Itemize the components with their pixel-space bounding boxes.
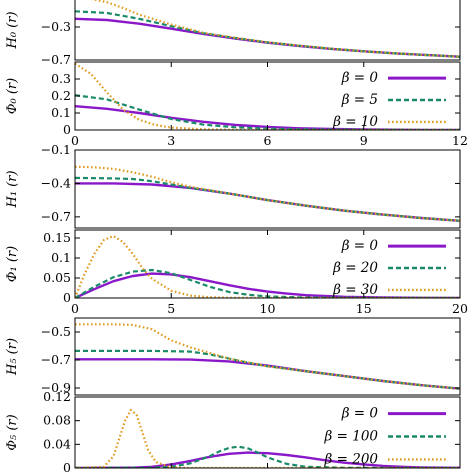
panel-frame-2 <box>74 149 461 229</box>
x-tick-label-3-4: 20 <box>452 301 468 316</box>
series-line-4-2 <box>75 323 460 390</box>
y-tick-label-5-0: 0 <box>63 460 71 474</box>
series-line-0-0 <box>75 17 460 58</box>
series-line-2-0 <box>75 182 460 222</box>
x-tick-label-1-2: 6 <box>264 133 272 148</box>
y-tick-label-2-2: −0.7 <box>41 209 71 224</box>
y-axis-label-3: Φ₁ (r) <box>5 246 20 282</box>
legend-label-1-2: β = 10 <box>332 114 378 130</box>
legend-label-5-0: β = 0 <box>341 406 379 422</box>
legend-label-1-0: β = 0 <box>341 70 379 86</box>
y-tick-label-5-1: 0.04 <box>43 436 71 451</box>
panel-frame-5 <box>74 396 461 469</box>
series-line-1-2 <box>75 62 460 130</box>
x-tick-label-1-4: 12 <box>452 133 468 148</box>
series-line-2-2 <box>75 165 460 222</box>
x-tick-label-1-3: 9 <box>360 133 368 148</box>
y-tick-label-3-2: 0.1 <box>51 250 71 265</box>
y-tick-label-0-1: −0.7 <box>41 52 71 67</box>
legend-label-5-2: β = 200 <box>324 451 379 467</box>
y-tick-label-3-3: 0.15 <box>43 230 71 245</box>
y-axis-label-4: H₅ (r) <box>5 338 20 376</box>
legend-1: β = 0 β = 5 β = 10 <box>332 70 446 130</box>
panel-frame-0 <box>74 0 461 61</box>
x-tick-label-1-1: 3 <box>167 133 175 148</box>
y-tick-label-3-0: 0 <box>63 290 71 305</box>
y-tick-label-0-0: −0.3 <box>41 19 71 34</box>
y-tick-label-1-3: 0.3 <box>51 71 71 86</box>
series-line-5-2 <box>75 408 460 468</box>
legend-label-5-1: β = 100 <box>324 429 379 445</box>
y-tick-label-3-1: 0.05 <box>43 270 71 285</box>
legend-3: β = 0 β = 20 β = 30 <box>332 238 446 298</box>
x-tick-label-3-3: 15 <box>356 301 372 316</box>
legend-5: β = 0 β = 100 β = 200 <box>324 406 446 467</box>
panel-frame-3 <box>74 229 461 299</box>
y-tick-label-1-0: 0 <box>63 122 71 137</box>
y-tick-label-5-2: 0.08 <box>43 413 71 428</box>
x-tick-label-3-0: 0 <box>71 301 79 316</box>
panel-0: −0.3 −0.7 H₀ (r) <box>5 0 461 67</box>
series-line-5-0 <box>75 451 460 468</box>
y-tick-label-5-3: 0.12 <box>43 389 71 404</box>
legend-label-1-1: β = 5 <box>341 92 378 108</box>
y-tick-label-4-2: −0.9 <box>41 380 71 395</box>
legend-label-3-1: β = 20 <box>332 260 378 276</box>
y-tick-label-2-1: −0.4 <box>41 175 71 190</box>
series-line-0-2 <box>90 0 460 58</box>
x-tick-label-3-1: 5 <box>167 301 175 316</box>
y-axis-label-2: H₁ (r) <box>5 170 20 208</box>
y-axis-label-0: H₀ (r) <box>5 11 20 49</box>
panel-2: −0.1 −0.4 −0.7 H₁ (r) <box>5 142 461 229</box>
panel-5: 0 0.04 0.08 0.12 Φ₅ (r) β = 0 β = 100 β = 200 <box>5 389 461 474</box>
y-tick-label-2-0: −0.1 <box>41 142 71 157</box>
y-tick-label-1-1: 0.1 <box>51 105 71 120</box>
y-tick-label-1-2: 0.2 <box>51 88 71 103</box>
series-line-4-1 <box>75 349 460 390</box>
y-axis-label-5: Φ₅ (r) <box>5 414 20 450</box>
panel-4: −0.5 −0.7 −0.9 H₅ (r) <box>5 317 461 396</box>
x-tick-label-1-0: 0 <box>71 133 79 148</box>
y-tick-label-4-0: −0.5 <box>41 324 71 339</box>
legend-label-3-2: β = 30 <box>332 282 378 298</box>
legend-label-3-0: β = 0 <box>341 238 379 254</box>
y-tick-label-4-1: −0.7 <box>41 352 71 367</box>
series-line-0-1 <box>75 10 460 58</box>
y-axis-label-1: Φ₀ (r) <box>5 78 20 114</box>
panel-frame-1 <box>74 61 461 131</box>
series-line-4-0 <box>75 358 460 390</box>
x-tick-label-3-2: 10 <box>260 301 276 316</box>
panel-frame-4 <box>74 317 461 396</box>
